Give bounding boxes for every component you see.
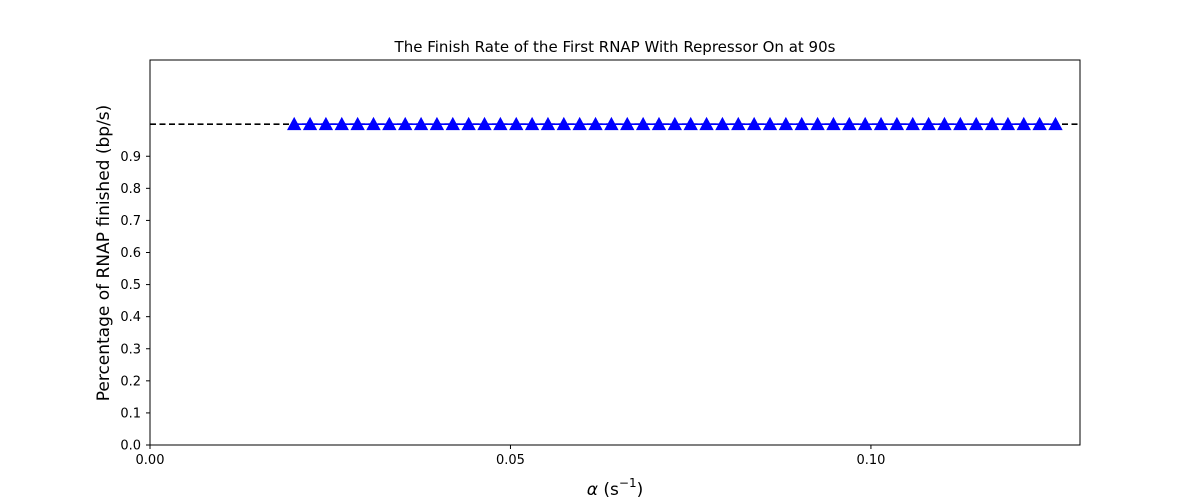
data-point bbox=[937, 116, 952, 131]
data-point bbox=[461, 116, 476, 131]
x-tick-label: 0.00 bbox=[136, 453, 165, 468]
data-point bbox=[699, 116, 714, 131]
data-point bbox=[873, 116, 889, 131]
data-point bbox=[667, 116, 683, 131]
y-tick-label: 0.2 bbox=[120, 374, 141, 389]
data-point bbox=[731, 116, 746, 131]
y-tick-label: 0.9 bbox=[120, 150, 141, 165]
data-point bbox=[413, 116, 429, 131]
data-point bbox=[1000, 116, 1016, 131]
y-axis-label: Percentage of RNAP finished (bp/s) bbox=[94, 105, 114, 402]
data-point bbox=[746, 116, 762, 131]
data-point bbox=[493, 116, 508, 131]
x-axis-label-exponent: −1 bbox=[619, 476, 637, 490]
data-point bbox=[984, 116, 1000, 131]
y-tick-label: 0.1 bbox=[120, 406, 141, 421]
data-point bbox=[509, 116, 524, 131]
x-axis-label: α (s−1) bbox=[587, 476, 643, 500]
data-point bbox=[524, 116, 540, 131]
data-point bbox=[556, 116, 571, 131]
data-point bbox=[287, 116, 302, 131]
data-point bbox=[572, 116, 587, 131]
data-point bbox=[382, 116, 397, 131]
data-point bbox=[398, 116, 413, 131]
data-point bbox=[334, 116, 349, 131]
data-point bbox=[1016, 116, 1031, 131]
data-point bbox=[889, 116, 905, 131]
data-point bbox=[350, 116, 365, 131]
data-point bbox=[905, 116, 920, 131]
data-point bbox=[588, 116, 603, 131]
data-point bbox=[842, 116, 857, 131]
x-axis-label-close: ) bbox=[637, 480, 644, 500]
data-point bbox=[715, 116, 730, 131]
data-point bbox=[778, 116, 794, 131]
data-point bbox=[540, 116, 556, 131]
data-point bbox=[857, 116, 873, 131]
data-point bbox=[302, 116, 318, 131]
data-point bbox=[953, 116, 968, 131]
y-tick-label: 0.6 bbox=[120, 246, 141, 261]
x-axis-label-symbol: α bbox=[587, 480, 598, 500]
x-tick-label: 0.10 bbox=[856, 453, 885, 468]
data-point bbox=[604, 116, 619, 131]
x-tick-label: 0.05 bbox=[496, 453, 525, 468]
data-point bbox=[477, 116, 492, 131]
data-point bbox=[651, 116, 667, 131]
data-point bbox=[318, 116, 334, 131]
data-point bbox=[683, 116, 698, 131]
y-tick-label: 0.7 bbox=[120, 214, 141, 229]
x-axis-label-unit: (s bbox=[598, 480, 619, 500]
data-point bbox=[921, 116, 936, 131]
y-tick-label: 0.5 bbox=[120, 278, 141, 293]
data-point bbox=[810, 116, 825, 131]
y-tick-label: 0.3 bbox=[120, 342, 141, 357]
data-point bbox=[1032, 116, 1047, 131]
axes: 0.00 0.05 0.10 0.0 0.1 0.2 0.3 0.4 0.5 0.6 0.7 0.8 0… bbox=[120, 59, 1081, 468]
data-point bbox=[445, 116, 460, 131]
plot-area bbox=[150, 116, 1080, 131]
data-point bbox=[969, 116, 984, 131]
y-tick-label: 0.0 bbox=[120, 439, 141, 454]
data-point bbox=[635, 116, 651, 131]
data-point bbox=[1048, 116, 1063, 131]
data-point bbox=[366, 116, 381, 131]
data-point bbox=[429, 116, 445, 131]
y-tick-label: 0.4 bbox=[120, 310, 141, 325]
data-point bbox=[794, 116, 809, 131]
y-tick-label: 0.8 bbox=[120, 182, 141, 197]
chart-title: The Finish Rate of the First RNAP With R… bbox=[394, 38, 836, 56]
data-point bbox=[620, 116, 635, 131]
data-point bbox=[762, 116, 778, 131]
data-point bbox=[826, 116, 841, 131]
